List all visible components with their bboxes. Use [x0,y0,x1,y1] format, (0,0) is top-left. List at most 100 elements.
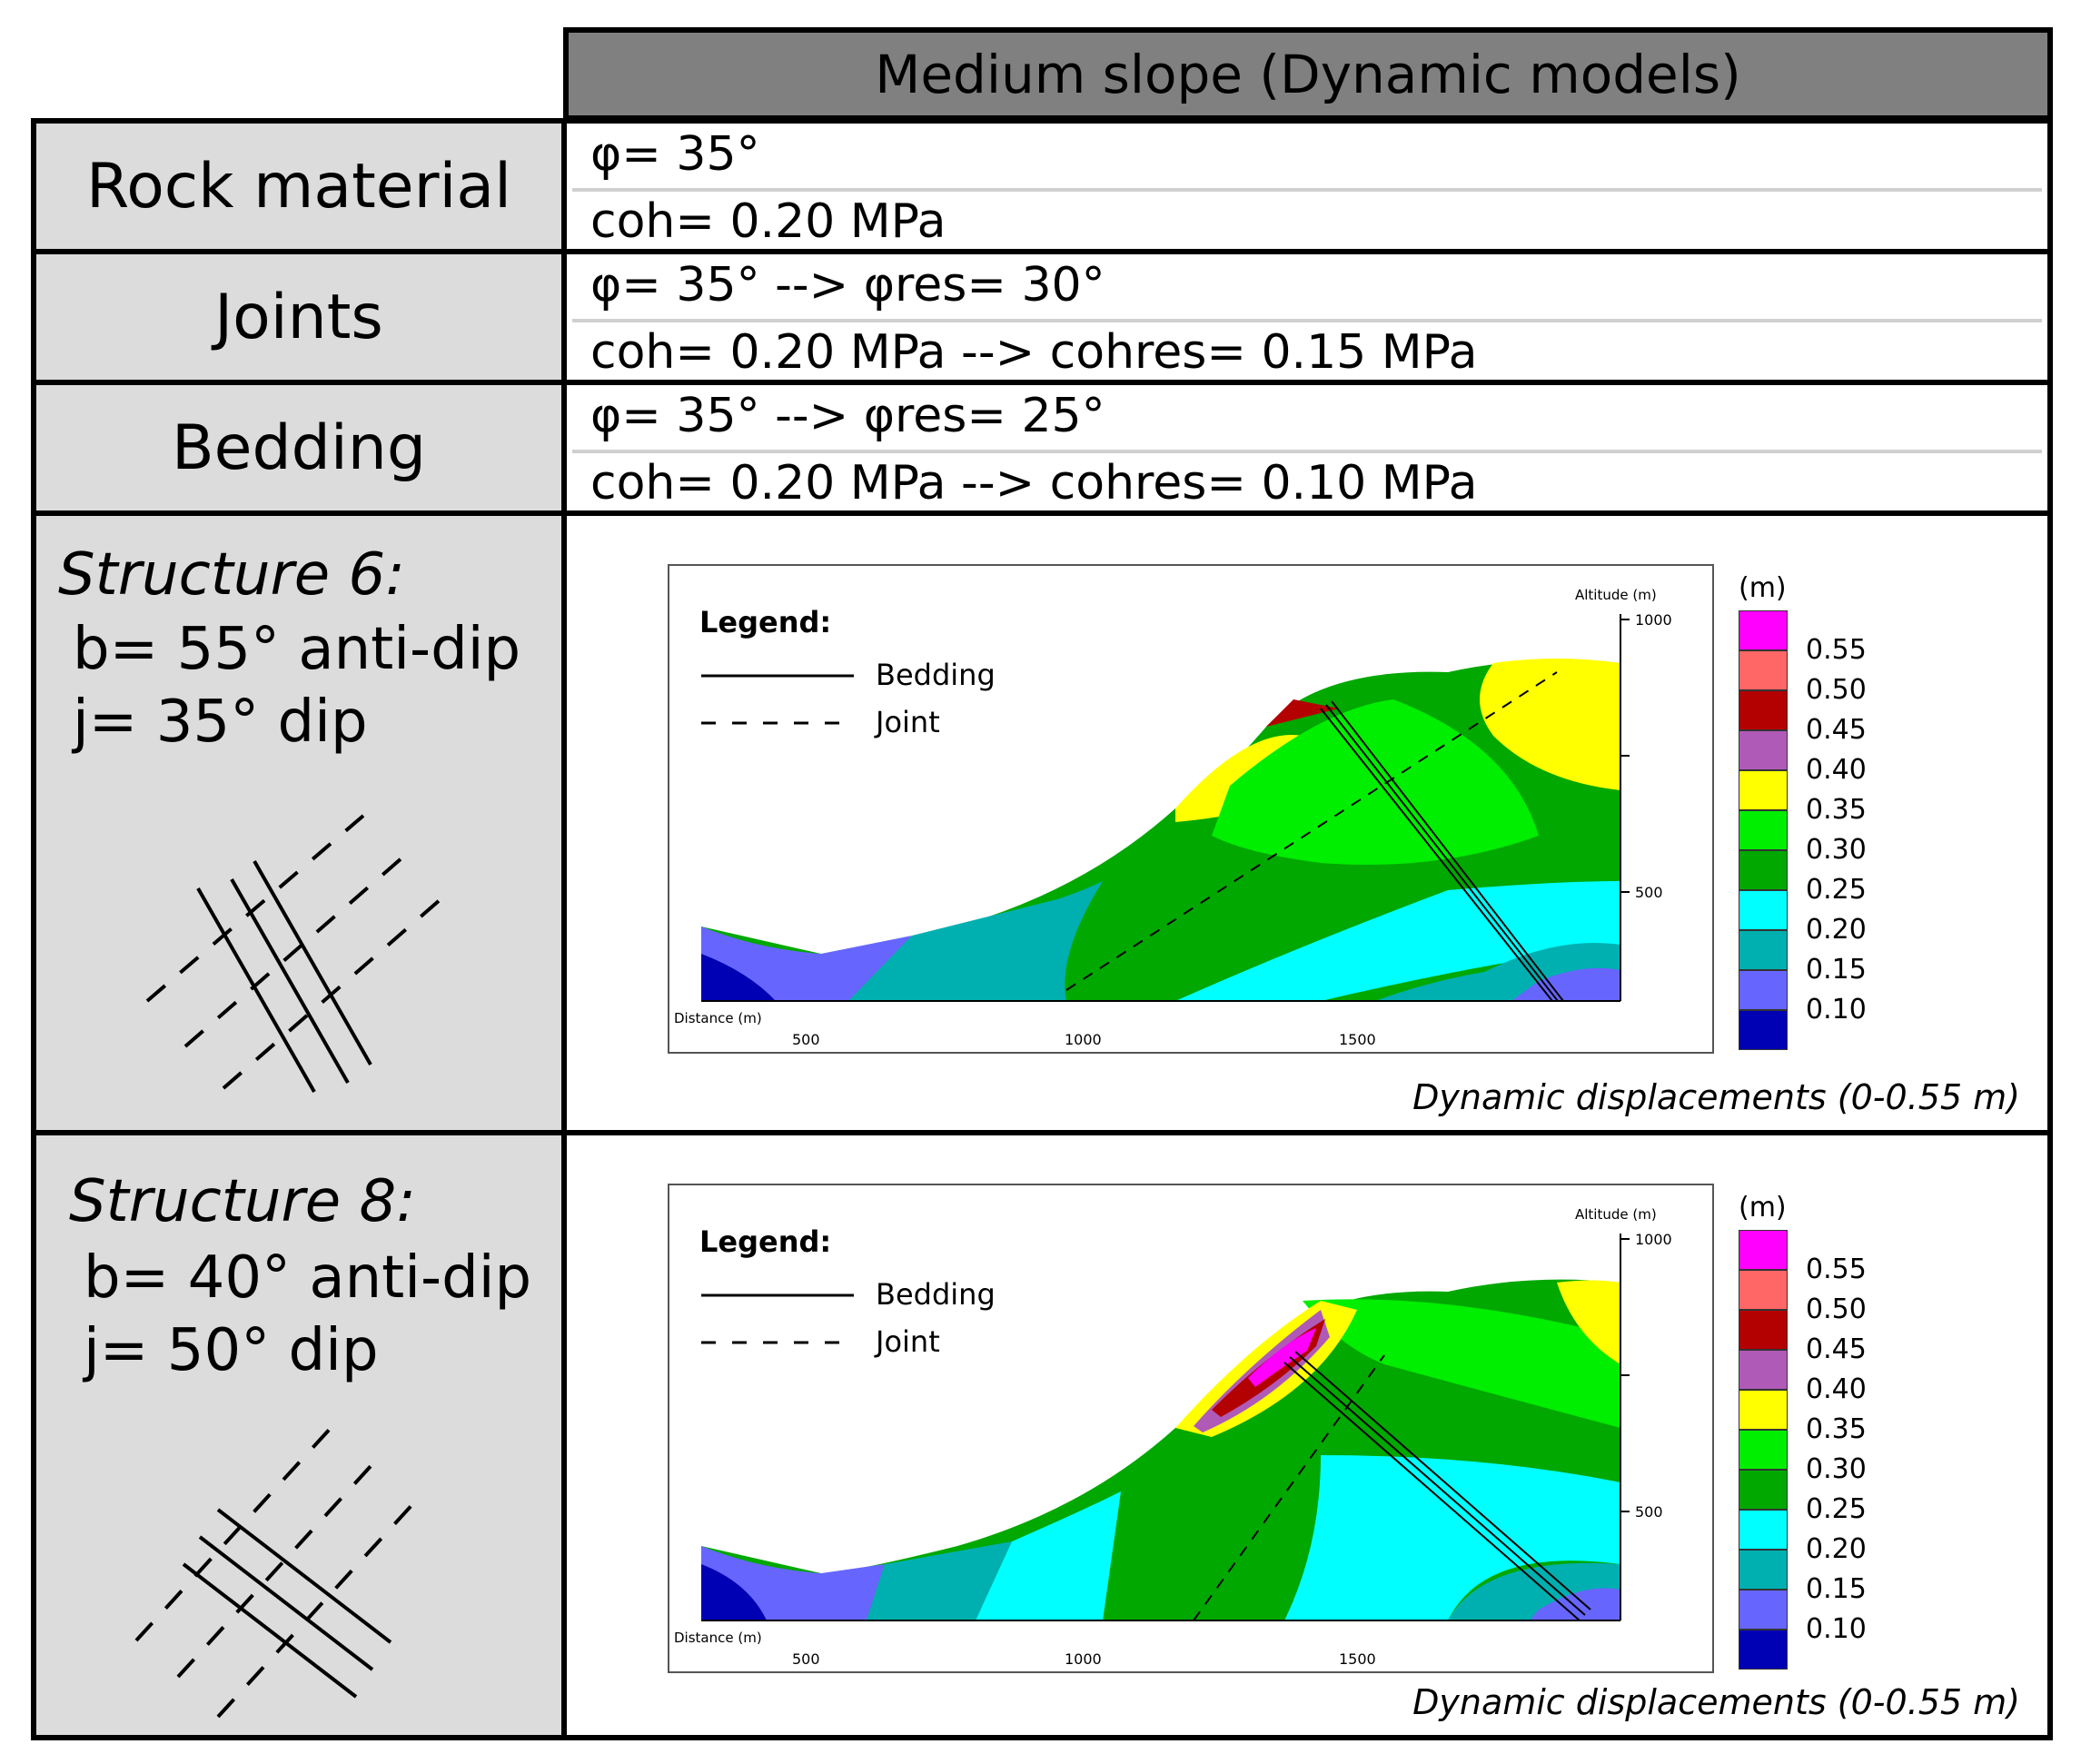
colorbar-swatch [1739,1390,1788,1430]
zone-0-45 [1266,699,1339,727]
zone-0-20 [1175,881,1620,1001]
row-label-text: Joints [214,281,383,353]
colorbar-swatch [1739,1630,1788,1670]
y-tick-label: 500 [1635,1503,1663,1521]
row-label-rock-material: Rock material [31,118,567,254]
colorbar-swatch [1739,1510,1788,1550]
row-label-text: Rock material [86,150,511,223]
colorbar-label: 0.50 [1806,674,1867,706]
zone-0-15 [848,881,1103,1001]
bedding-line [253,860,372,1065]
bedding-trace [1283,1362,1581,1621]
rock-friction: φ= 35° [590,127,760,182]
displacement-plot-structure-6: Legend: Bedding Joint Altitude (m) 1000 … [668,564,1714,1054]
structure-8-panel: Structure 8: b= 40° anti-dip j= 50° dip [31,1130,567,1740]
joint-trace [1065,671,1558,991]
joint-line [183,850,411,1048]
bedding-line [198,1535,374,1671]
colorbar-swatch [1739,690,1788,730]
x-tick-label: 500 [792,1650,820,1668]
colorbar-unit: (m) [1739,1192,1787,1224]
x-tick-label: 1500 [1339,1031,1376,1048]
colorbar-label: 0.10 [1806,1613,1867,1645]
zone-0-05 [701,1564,767,1620]
colorbar-swatch [1739,810,1788,850]
colorbar-label: 0.15 [1806,1573,1867,1605]
y-axis-label: Altitude (m) [1575,587,1657,603]
colorbar-label: 0.20 [1806,914,1867,946]
displacement-plot-structure-8: Legend: Bedding Joint Altitude (m) 1000 … [668,1184,1714,1673]
colorbar-swatch [1739,650,1788,690]
table-header: Medium slope (Dynamic models) [563,27,2053,121]
legend-title: Legend: [699,605,831,639]
structure-6-result-panel: Legend: Bedding Joint Altitude (m) 1000 … [561,510,2053,1135]
row-label-text: Bedding [172,411,426,484]
colorbar-label: 0.35 [1806,1413,1867,1445]
colorbar-swatch [1739,890,1788,930]
bedding-trace [1320,708,1553,1002]
colorbar-swatch [1739,610,1788,650]
legend-title: Legend: [699,1224,831,1259]
row-label-joints: Joints [31,249,567,385]
bedding-line [182,1562,358,1699]
colorbar-label: 0.30 [1806,1453,1867,1485]
y-tick-label: 1000 [1635,1231,1672,1248]
rock-cohesion: coh= 0.20 MPa [590,194,946,249]
joint-line [216,1499,418,1719]
zone-0-10 [1511,967,1620,1001]
row-divider [572,319,2042,322]
structure-6-joint: j= 35° dip [73,689,368,756]
structure-6-bedding: b= 55° anti-dip [73,616,521,683]
zone-0-35 [1480,659,1620,790]
y-tick-label: 1000 [1635,611,1672,629]
x-tick-label: 1500 [1339,1650,1376,1668]
y-tick-label: 500 [1635,884,1663,901]
colorbar-swatch [1739,1430,1788,1470]
bedding-trace [1325,704,1559,1002]
colorbar-swatch [1739,1310,1788,1350]
colorbar-label: 0.35 [1806,794,1867,826]
legend-bedding-label: Bedding [876,658,996,692]
colorbar-label: 0.10 [1806,994,1867,1026]
structure-8-joint: j= 50° dip [84,1317,379,1384]
zone-0-55 [1248,1328,1316,1387]
colorbar-unit: (m) [1739,572,1787,604]
colorbar-label: 0.25 [1806,874,1867,906]
colorbar-label: 0.30 [1806,834,1867,866]
x-axis-label: Distance (m) [674,1630,762,1646]
bedding-trace [1331,700,1564,1002]
bedding-line [196,887,316,1093]
colorbar-label: 0.50 [1806,1293,1867,1325]
colorbar-label: 0.15 [1806,954,1867,986]
row-values-joints: φ= 35° --> φres= 30° coh= 0.20 MPa --> c… [561,249,2053,385]
joint-line [145,814,365,1003]
row-values-bedding: φ= 35° --> φres= 25° coh= 0.20 MPa --> c… [561,380,2053,516]
zone-0-10 [1530,1588,1620,1620]
joint-line [222,892,449,1090]
joint-line [176,1462,374,1679]
joint-friction: φ= 35° --> φres= 30° [590,258,1105,312]
colorbar-swatch [1739,930,1788,970]
colorbar-swatch [1739,1270,1788,1310]
colorbar: (m) 0.55 0.50 0.45 0.40 0.35 0.30 0.25 0.20 0.15… [1739,572,1875,1063]
colorbar-swatch [1739,1010,1788,1050]
colorbar-swatch [1739,1350,1788,1390]
structure-6-title: Structure 6: [58,541,405,609]
row-values-rock-material: φ= 35° coh= 0.20 MPa [561,118,2053,254]
colorbar-swatches [1739,1230,1788,1670]
colorbar-swatch [1739,970,1788,1010]
colorbar-label: 0.25 [1806,1493,1867,1525]
colorbar-swatch [1739,730,1788,770]
table-title: Medium slope (Dynamic models) [875,43,1741,105]
colorbar-swatch [1739,1230,1788,1270]
y-axis-label: Altitude (m) [1575,1206,1657,1223]
colorbar-label: 0.45 [1806,714,1867,746]
bedding-trace [1294,1351,1591,1610]
colorbar-swatch [1739,770,1788,810]
colorbar-label: 0.55 [1806,634,1867,666]
zone-0-20 [1284,1455,1620,1620]
bedding-cohesion: coh= 0.20 MPa --> cohres= 0.10 MPa [590,456,1478,510]
x-tick-label: 500 [792,1031,820,1048]
structure-8-title: Structure 8: [69,1168,416,1235]
row-label-bedding: Bedding [31,380,567,516]
